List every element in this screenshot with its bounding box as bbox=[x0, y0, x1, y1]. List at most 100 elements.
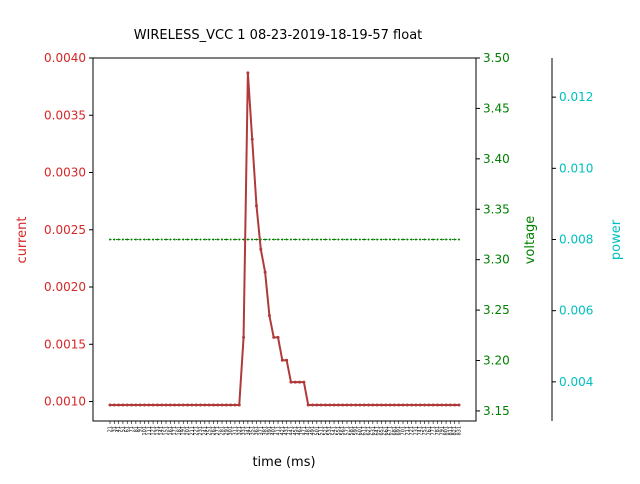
current-point bbox=[250, 137, 254, 141]
current-tick-label: 0.0040 bbox=[44, 51, 86, 65]
voltage-point bbox=[393, 238, 396, 241]
x-tick-label: 261 bbox=[211, 426, 217, 436]
x-tick-label: 141 bbox=[159, 426, 165, 436]
x-tick-label: 571 bbox=[344, 426, 350, 436]
x-tick-label: 381 bbox=[263, 426, 269, 436]
voltage-point bbox=[169, 238, 172, 241]
x-tick-label: 151 bbox=[164, 426, 170, 436]
voltage-point bbox=[195, 238, 198, 241]
current-point bbox=[242, 335, 246, 339]
voltage-point bbox=[320, 238, 323, 241]
current-point bbox=[207, 403, 211, 407]
voltage-point bbox=[134, 238, 137, 241]
voltage-point bbox=[272, 238, 275, 241]
x-tick-label: 441 bbox=[288, 426, 294, 436]
voltage-point bbox=[445, 238, 448, 241]
current-tick-label: 0.0035 bbox=[44, 108, 86, 122]
current-axis-label: current bbox=[15, 217, 30, 264]
voltage-point bbox=[126, 238, 129, 241]
voltage-point bbox=[423, 238, 426, 241]
x-tick-label: 101 bbox=[142, 426, 148, 436]
x-tick-label: 831 bbox=[457, 426, 463, 436]
power-tick-label: 0.012 bbox=[559, 90, 593, 104]
current-point bbox=[259, 247, 263, 251]
voltage-point bbox=[221, 238, 224, 241]
voltage-series bbox=[109, 238, 460, 241]
x-tick-label: 471 bbox=[301, 426, 307, 436]
current-point bbox=[298, 380, 302, 384]
x-tick-label: 251 bbox=[207, 426, 213, 436]
voltage-axis-ticks: 3.15 3.20 3.25 3.30 3.35 3.40 3.45 3.50 bbox=[476, 51, 510, 418]
voltage-point bbox=[147, 238, 150, 241]
voltage-point bbox=[238, 238, 241, 241]
voltage-point bbox=[350, 238, 353, 241]
voltage-point bbox=[324, 238, 327, 241]
voltage-point bbox=[367, 238, 370, 241]
voltage-point bbox=[173, 238, 176, 241]
x-tick-label: 71 bbox=[129, 426, 135, 432]
current-point bbox=[203, 403, 207, 407]
current-point bbox=[117, 403, 121, 407]
current-point bbox=[138, 403, 142, 407]
x-tick-label: 271 bbox=[215, 426, 221, 436]
x-tick-label: 281 bbox=[220, 426, 226, 436]
current-point bbox=[155, 403, 159, 407]
current-point bbox=[160, 403, 164, 407]
x-tick-label: 671 bbox=[388, 426, 394, 436]
voltage-point bbox=[289, 238, 292, 241]
current-point bbox=[216, 403, 220, 407]
current-point bbox=[354, 403, 358, 407]
current-point bbox=[263, 270, 267, 274]
x-tick-label: 511 bbox=[319, 426, 325, 436]
voltage-axis-label: voltage bbox=[523, 216, 538, 265]
current-point bbox=[306, 403, 310, 407]
current-point bbox=[194, 403, 198, 407]
voltage-point bbox=[311, 238, 314, 241]
voltage-point bbox=[203, 238, 206, 241]
x-tick-label: 301 bbox=[228, 426, 234, 436]
current-point bbox=[384, 403, 388, 407]
voltage-point bbox=[294, 238, 297, 241]
current-point bbox=[405, 403, 409, 407]
voltage-tick-label: 3.50 bbox=[483, 51, 510, 65]
voltage-point bbox=[212, 238, 215, 241]
voltage-point bbox=[109, 238, 111, 241]
voltage-point bbox=[113, 238, 116, 241]
x-tick-label: 751 bbox=[422, 426, 428, 436]
x-tick-label: 661 bbox=[383, 426, 389, 436]
voltage-point bbox=[307, 238, 310, 241]
voltage-point bbox=[414, 238, 417, 241]
x-tick-label: 351 bbox=[250, 426, 256, 436]
current-tick-label: 0.0015 bbox=[44, 337, 86, 351]
x-tick-label: 51 bbox=[120, 426, 126, 432]
voltage-point bbox=[358, 238, 361, 241]
voltage-point bbox=[453, 238, 456, 241]
x-tick-label: 761 bbox=[426, 426, 432, 436]
voltage-tick-label: 3.20 bbox=[483, 354, 510, 368]
x-tick-label: 21 bbox=[108, 426, 114, 432]
current-point bbox=[147, 403, 151, 407]
current-axis-ticks: 0.0010 0.0015 0.0020 0.0025 0.0030 0.0035 0.00… bbox=[44, 51, 93, 409]
current-point bbox=[448, 403, 452, 407]
voltage-point bbox=[410, 238, 413, 241]
voltage-point bbox=[225, 238, 228, 241]
x-tick-label: 61 bbox=[125, 426, 131, 432]
voltage-point bbox=[380, 238, 383, 241]
voltage-point bbox=[337, 238, 340, 241]
current-point bbox=[332, 403, 336, 407]
x-tick-label: 541 bbox=[332, 426, 338, 436]
current-point bbox=[121, 403, 125, 407]
x-tick-label: 621 bbox=[366, 426, 372, 436]
x-tick-label: 41 bbox=[116, 426, 122, 432]
current-point bbox=[211, 403, 215, 407]
current-point bbox=[453, 403, 457, 407]
current-point bbox=[276, 335, 280, 339]
chart-title: WIRELESS_VCC 1 08-23-2019-18-19-57 float bbox=[134, 28, 423, 43]
current-point bbox=[358, 403, 362, 407]
x-tick-label: 641 bbox=[375, 426, 381, 436]
power-tick-label: 0.008 bbox=[559, 233, 593, 247]
voltage-point bbox=[229, 238, 232, 241]
x-tick-label: 311 bbox=[232, 426, 238, 436]
current-point bbox=[177, 403, 181, 407]
